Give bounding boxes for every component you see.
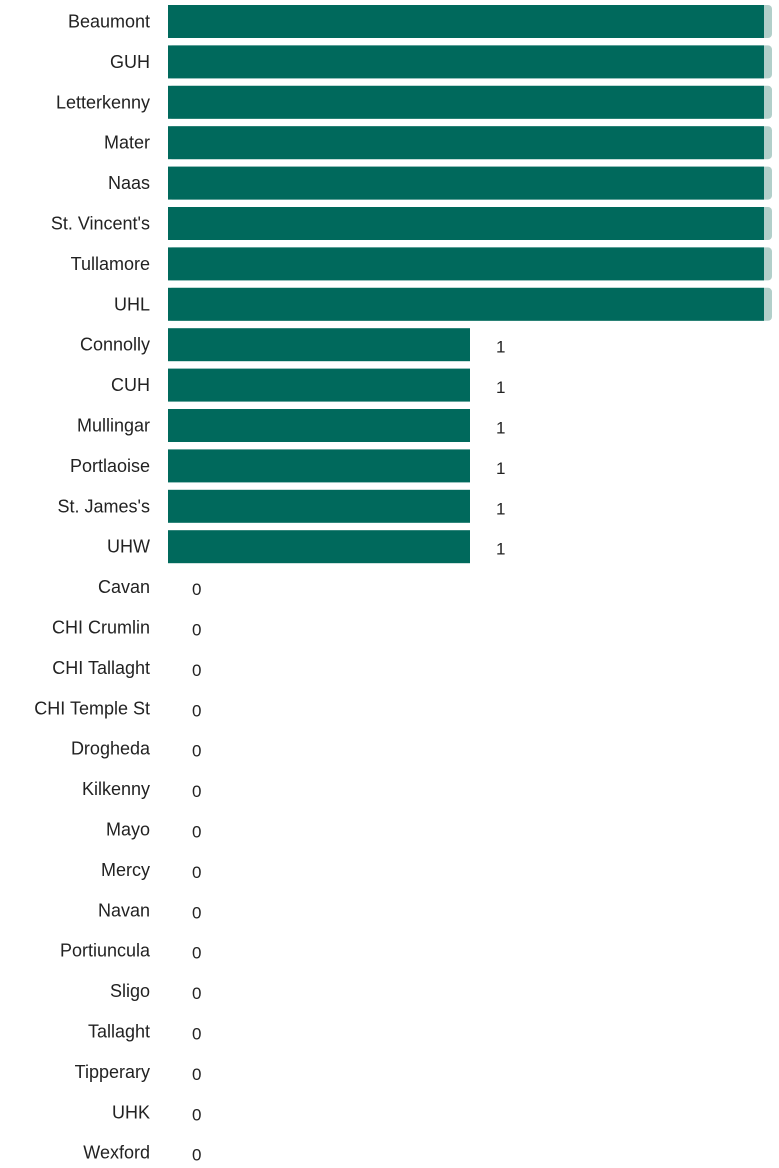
- value-label-tallaght: 0: [192, 1025, 201, 1044]
- category-label-wexford: Wexford: [83, 1143, 150, 1163]
- value-label-portlaoise: 1: [496, 459, 505, 478]
- category-label-drogheda: Drogheda: [71, 739, 151, 759]
- value-label-drogheda: 0: [192, 742, 201, 761]
- category-labels: Beaumont GUH Letterkenny Mater Naas St. Vince…: [34, 12, 151, 1163]
- category-label-mercy: Mercy: [101, 860, 150, 880]
- value-labels: 1 1 1 1 1 1 0 0 0 0 0 0 0 0 0 0 0 0 0 0 0: [192, 338, 505, 1165]
- category-label-mater: Mater: [104, 133, 150, 153]
- value-label-wexford: 0: [192, 1146, 201, 1165]
- bar-uhw: [168, 530, 470, 564]
- value-label-chi-crumlin: 0: [192, 621, 201, 640]
- category-label-st-james-s: St. James's: [58, 496, 150, 516]
- category-label-mayo: Mayo: [106, 820, 150, 840]
- value-label-st-james-s: 1: [496, 499, 505, 518]
- bar-mullingar: [168, 409, 470, 442]
- bar-connolly: [168, 328, 470, 362]
- category-label-kilkenny: Kilkenny: [82, 779, 150, 799]
- value-label-tipperary: 0: [192, 1065, 201, 1084]
- category-label-naas: Naas: [108, 173, 150, 193]
- bars-group: [168, 5, 772, 564]
- category-label-connolly: Connolly: [80, 335, 150, 355]
- value-label-mayo: 0: [192, 823, 201, 842]
- category-label-portlaoise: Portlaoise: [70, 456, 150, 476]
- value-label-chi-temple-st: 0: [192, 701, 201, 720]
- bar-tullamore: [168, 247, 764, 281]
- bar-st-vincent-s: [168, 207, 764, 240]
- bar-letterkenny: [168, 85, 764, 119]
- value-label-mercy: 0: [192, 863, 201, 882]
- category-label-beaumont: Beaumont: [68, 12, 150, 32]
- bar-st-james-s: [168, 489, 470, 523]
- value-label-kilkenny: 0: [192, 782, 201, 801]
- category-label-cavan: Cavan: [98, 577, 150, 597]
- category-label-tullamore: Tullamore: [71, 254, 150, 274]
- value-label-uhw: 1: [496, 540, 505, 559]
- category-label-chi-tallaght: CHI Tallaght: [52, 658, 150, 678]
- value-label-mullingar: 1: [496, 419, 505, 438]
- bar-naas: [168, 166, 764, 200]
- category-label-guh: GUH: [110, 52, 150, 72]
- value-label-sligo: 0: [192, 984, 201, 1003]
- value-label-portiuncula: 0: [192, 944, 201, 963]
- category-label-st-vincent-s: St. Vincent's: [51, 214, 150, 234]
- category-label-chi-crumlin: CHI Crumlin: [52, 618, 150, 638]
- value-label-cuh: 1: [496, 378, 505, 397]
- category-label-sligo: Sligo: [110, 981, 150, 1001]
- category-label-uhk: UHK: [112, 1102, 150, 1122]
- category-label-tipperary: Tipperary: [75, 1062, 150, 1082]
- category-label-mullingar: Mullingar: [77, 416, 150, 436]
- category-label-tallaght: Tallaght: [88, 1022, 150, 1042]
- bar-portlaoise: [168, 449, 470, 483]
- value-label-chi-tallaght: 0: [192, 661, 201, 680]
- category-label-chi-temple-st: CHI Temple St: [34, 698, 150, 718]
- value-label-connolly: 1: [496, 338, 505, 357]
- category-label-cuh: CUH: [111, 375, 150, 395]
- category-label-letterkenny: Letterkenny: [56, 92, 150, 112]
- bar-uhl: [168, 287, 764, 321]
- value-label-navan: 0: [192, 903, 201, 922]
- category-label-portiuncula: Portiuncula: [60, 941, 151, 961]
- category-label-uhw: UHW: [107, 537, 150, 557]
- bar-beaumont: [168, 5, 764, 38]
- category-label-uhl: UHL: [114, 294, 150, 314]
- category-label-navan: Navan: [98, 900, 150, 920]
- bar-cuh: [168, 368, 470, 402]
- bar-mater: [168, 126, 764, 160]
- bar-guh: [168, 45, 764, 79]
- value-label-uhk: 0: [192, 1105, 201, 1124]
- value-label-cavan: 0: [192, 580, 201, 599]
